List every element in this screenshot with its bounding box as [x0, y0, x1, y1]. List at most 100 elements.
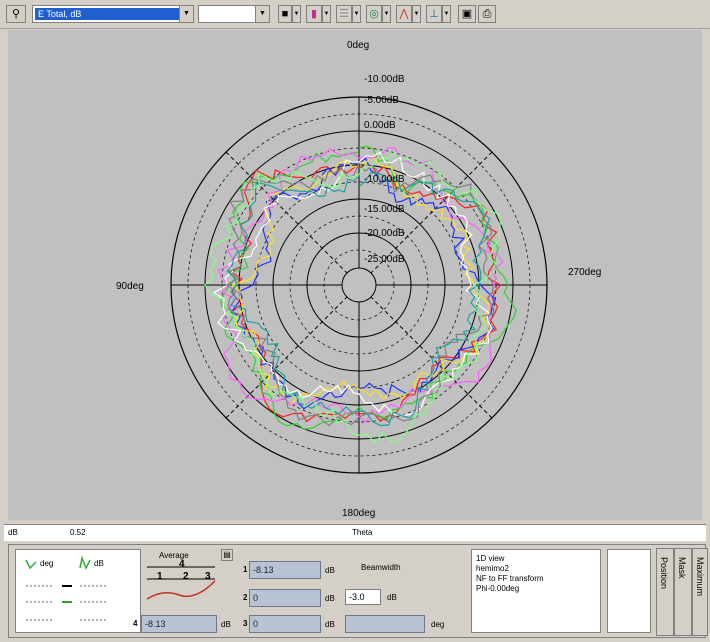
angle-label-0: 0deg — [347, 40, 369, 51]
marker-number: 1 — [243, 565, 248, 574]
legend-deg-label: deg — [40, 559, 54, 568]
average-curve — [146, 580, 216, 600]
marker-number: 3 — [243, 619, 248, 628]
polar-plot[interactable]: -10.00dB -5.00dB 0.00dB -10.00dB -15.00d… — [8, 30, 702, 520]
average-number: 1 — [157, 571, 163, 582]
spoke-45 — [225, 151, 348, 274]
colormap-button[interactable]: ▮ — [306, 5, 322, 23]
pattern-trace — [226, 172, 491, 427]
db-curve-icon — [79, 555, 91, 570]
status-unit: dB — [8, 528, 18, 537]
legend-graphics — [25, 555, 108, 621]
legend-db-label: dB — [94, 559, 104, 568]
quantity-combo-value: E Total, dB — [35, 8, 179, 20]
angle-label-270: 270deg — [568, 267, 601, 278]
toolbar: ⚲ E Total, dB ▼ ▼ ■ ▼ ▮ ▼ ☰ ▼ ◎ ▼ ⋀ ▼ ⊥ … — [0, 0, 710, 29]
angle-labels: 0deg 90deg 270deg 180deg — [116, 40, 601, 519]
chevron-down-icon: ▼ — [413, 11, 420, 17]
tab-mask[interactable]: Mask — [674, 548, 692, 636]
marker3-value[interactable]: 0 — [249, 615, 321, 633]
export-button[interactable]: ▣ — [458, 5, 476, 23]
tab-position[interactable]: Position — [656, 548, 674, 636]
status-value: 0.52 — [70, 528, 86, 537]
target-icon: ◎ — [369, 8, 379, 20]
marker2-unit: dB — [325, 594, 335, 603]
beamwidth-deg-unit: deg — [431, 620, 445, 629]
chevron-down-icon: ▼ — [323, 11, 330, 17]
chevron-down-icon: ▼ — [255, 6, 269, 22]
curve-icon: ⋀ — [399, 8, 409, 20]
component-combo[interactable]: ▼ — [198, 5, 270, 23]
ring-labels: -10.00dB -5.00dB 0.00dB -10.00dB -15.00d… — [364, 74, 405, 265]
ring-label: -10.00dB — [364, 174, 405, 185]
pattern-traces — [204, 145, 517, 445]
ring-label: -15.00dB — [364, 204, 405, 215]
average-number: 3 — [205, 571, 211, 582]
chevron-down-icon: ▼ — [443, 11, 450, 17]
spoke-315 — [370, 151, 493, 274]
colormap-dropdown[interactable]: ▼ — [322, 5, 331, 23]
axis-icon: ⊥ — [429, 8, 439, 20]
info-line: NF to FF transform — [476, 574, 544, 583]
pattern-trace — [225, 162, 495, 427]
view-dropdown[interactable]: ▼ — [292, 5, 301, 23]
tab-position-label: Position — [659, 557, 669, 590]
spoke-135 — [225, 296, 348, 419]
info-line: hemimo2 — [476, 564, 509, 573]
status-bar: dB 0.52 Theta — [4, 524, 706, 541]
ring-label: -5.00dB — [364, 95, 399, 106]
marker2-value[interactable]: 0 — [249, 589, 321, 607]
marker4-value[interactable]: -8.13 — [141, 615, 217, 633]
quantity-combo[interactable]: E Total, dB ▼ — [32, 5, 194, 23]
print-button[interactable]: ⎙ — [478, 5, 496, 23]
beamwidth-input[interactable]: -3.0 — [345, 589, 381, 605]
mask-preview-box — [607, 549, 651, 633]
list-button[interactable]: ☰ — [336, 5, 352, 23]
legend-box: deg dB — [15, 549, 141, 633]
deg-curve-icon — [25, 559, 37, 570]
beamwidth-deg-value[interactable] — [345, 615, 425, 633]
ring-label: -20.00dB — [364, 228, 405, 239]
pattern-trace — [212, 151, 493, 416]
list-dropdown[interactable]: ▼ — [352, 5, 361, 23]
pin-icon: ⚲ — [11, 8, 21, 20]
ring-label: 0.00dB — [364, 120, 396, 131]
curve-dropdown[interactable]: ▼ — [412, 5, 421, 23]
chart-icon: ▤ — [223, 550, 231, 559]
marker-number: 4 — [133, 619, 138, 628]
ring-label: -10.00dB — [364, 74, 405, 85]
chevron-down-icon: ▼ — [353, 11, 360, 17]
chevron-down-icon: ▼ — [383, 11, 390, 17]
info-line: 1D view — [476, 554, 505, 563]
info-line: Phi-0.00deg — [476, 584, 520, 593]
polar-dropdown[interactable]: ▼ — [382, 5, 391, 23]
marker1-value[interactable]: -8.13 — [249, 561, 321, 579]
average-label: Average — [159, 551, 189, 560]
inner-ring — [341, 267, 377, 303]
pattern-trace — [220, 145, 517, 430]
axis-button[interactable]: ⊥ — [426, 5, 442, 23]
curve-button[interactable]: ⋀ — [396, 5, 412, 23]
beamwidth-label: Beamwidth — [361, 563, 401, 572]
average-settings-button[interactable]: ▤ — [221, 549, 233, 561]
pin-button[interactable]: ⚲ — [6, 5, 26, 23]
axis-dropdown[interactable]: ▼ — [442, 5, 451, 23]
beamwidth-unit: dB — [387, 593, 397, 602]
angle-label-180: 180deg — [342, 508, 375, 519]
pattern-trace — [231, 155, 491, 406]
tab-maximum[interactable]: Maximum — [692, 548, 708, 636]
average-number: 2 — [183, 571, 189, 582]
printer-icon: ⎙ — [482, 8, 492, 20]
tab-maximum-label: Maximum — [695, 557, 705, 597]
chevron-down-icon: ▼ — [293, 11, 300, 17]
colormap-icon: ▮ — [310, 8, 318, 20]
pattern-trace — [204, 151, 501, 445]
marker1-unit: dB — [325, 566, 335, 575]
marker3-unit: dB — [325, 620, 335, 629]
list-icon: ☰ — [339, 8, 349, 20]
info-box: 1D view hemimo2 NF to FF transform Phi-0… — [471, 549, 601, 633]
view-button[interactable]: ■ — [278, 5, 292, 23]
polar-button[interactable]: ◎ — [366, 5, 382, 23]
polar-grid — [170, 96, 548, 474]
average-diagram — [146, 566, 216, 600]
